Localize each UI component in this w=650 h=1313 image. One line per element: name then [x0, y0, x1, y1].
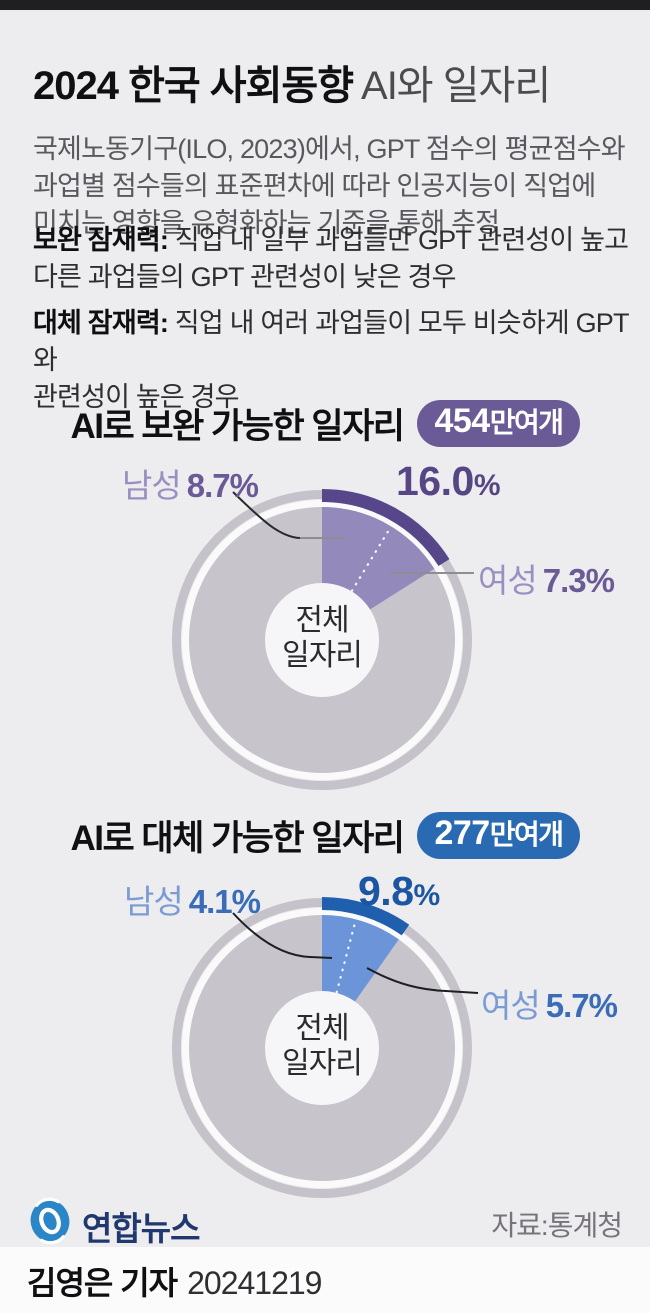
- count-badge-number: 454: [434, 401, 490, 440]
- page-title-sub: AI와 일자리: [361, 63, 551, 108]
- page-title: 2024 한국 사회동향 AI와 일자리: [33, 63, 633, 109]
- definition-substitute: 대체 잠재력: 직업 내 여러 과업들이 모두 비슷하게 GPT와 관련성이 높…: [33, 305, 633, 416]
- intro-paragraph: 국제노동기구(ILO, 2023)에서, GPT 점수의 평균점수와 과업별 점…: [33, 134, 626, 238]
- yonhap-logo-icon: [30, 1197, 70, 1245]
- definition-complement-desc: 직업 내 일부 과업들만 GPT 관련성이 높고 다른 과업들의 GPT 관련성…: [33, 225, 629, 292]
- definition-complement-term: 보완 잠재력:: [33, 225, 169, 255]
- donut-center-label: 전체 일자리: [282, 604, 363, 672]
- donut-center-label: 전체 일자리: [282, 1012, 363, 1080]
- byline-strip: 김영은 기자 20241219: [0, 1247, 650, 1313]
- chart-title: AI로 보완 가능한 일자리: [70, 407, 405, 446]
- total-share-label: 16.0%: [396, 458, 501, 504]
- section-header-substitute: AI로 대체 가능한 일자리 277 만여개: [0, 810, 650, 861]
- male-share-label: 남성 4.1%: [124, 883, 261, 920]
- donut-chart-substitute: [172, 897, 479, 1198]
- reporter-name: 김영은 기자: [27, 1265, 178, 1301]
- total-share-label: 9.8%: [358, 868, 440, 914]
- definition-substitute-term: 대체 잠재력:: [33, 308, 169, 338]
- count-badge-suffix: 만여개: [489, 818, 564, 850]
- byline: 김영은 기자 20241219: [27, 1258, 322, 1304]
- section-header-complement: AI로 보완 가능한 일자리 454 만여개: [0, 398, 650, 449]
- count-badge: 454 만여개: [417, 399, 580, 448]
- page-title-main: 2024 한국 사회동향: [33, 63, 354, 108]
- definition-complement: 보완 잠재력: 직업 내 일부 과업들만 GPT 관련성이 높고 다른 과업들의…: [33, 222, 633, 296]
- female-share-label: 여성 7.3%: [478, 562, 615, 599]
- data-source: 자료:통계청: [491, 1210, 623, 1241]
- publish-date: 20241219: [187, 1265, 322, 1301]
- count-badge-suffix: 만여개: [489, 406, 564, 438]
- female-share-label: 여성 5.7%: [481, 987, 618, 1024]
- donut-chart-complement: [172, 489, 474, 790]
- chart-title: AI로 대체 가능한 일자리: [70, 819, 405, 858]
- count-badge: 277 만여개: [417, 811, 580, 860]
- definitions: 보완 잠재력: 직업 내 일부 과업들만 GPT 관련성이 높고 다른 과업들의…: [33, 222, 633, 425]
- definition-substitute-desc: 직업 내 여러 과업들이 모두 비슷하게 GPT와 관련성이 높은 경우: [33, 308, 630, 412]
- top-accent-bar: [0, 0, 650, 10]
- male-share-label: 남성 8.7%: [122, 467, 259, 504]
- brand-name: 연합뉴스: [82, 1210, 200, 1247]
- count-badge-number: 277: [434, 813, 490, 852]
